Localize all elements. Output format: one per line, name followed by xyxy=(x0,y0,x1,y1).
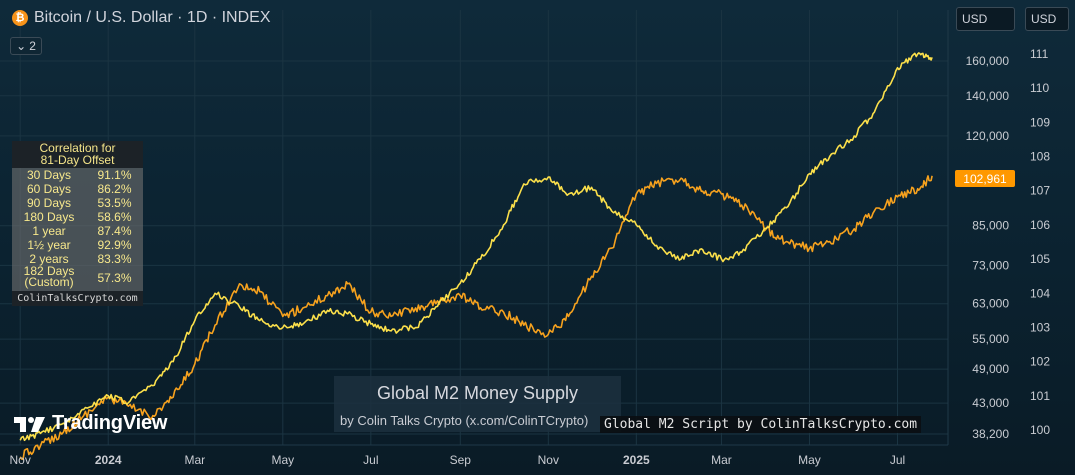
x-tick-label: Mar xyxy=(711,453,732,467)
symbol-title[interactable]: ₿ Bitcoin / U.S. Dollar · 1D · INDEX xyxy=(12,9,271,27)
y-left-tick-label: 43,000 xyxy=(972,396,1009,410)
indicator-caption-subtitle: by Colin Talks Crypto (x.com/ColinTCrypt… xyxy=(340,413,589,428)
x-tick-label: Nov xyxy=(10,453,31,467)
currency-right-button[interactable]: USD xyxy=(1025,7,1069,31)
y-right-tick-label: 108 xyxy=(1030,150,1050,164)
correlation-value: 86.2% xyxy=(97,182,132,196)
currency-right-label: USD xyxy=(1031,12,1057,26)
correlation-row: 30 Days 91.1% xyxy=(12,168,143,182)
currency-left-label: USD xyxy=(962,12,988,26)
correlation-value: 53.5% xyxy=(97,196,132,210)
correlation-row: 90 Days 53.5% xyxy=(12,196,143,210)
y-right-tick-label: 101 xyxy=(1030,389,1050,403)
chevron-down-icon: ⌄ xyxy=(16,39,27,53)
tradingview-brand[interactable]: TradingView xyxy=(14,412,167,435)
y-left-tick-label: 85,000 xyxy=(972,219,1009,233)
correlation-table-header: Correlation for 81-Day Offset xyxy=(12,141,143,168)
correlation-custom-label: 182 Days (Custom) xyxy=(12,264,86,291)
y-left-tick-label: 140,000 xyxy=(966,89,1010,103)
correlation-value: 91.1% xyxy=(97,168,132,182)
y-right-tick-label: 105 xyxy=(1030,252,1050,266)
x-tick-label: Jul xyxy=(890,453,905,467)
correlation-value: 83.3% xyxy=(97,252,132,266)
script-credit: Global M2 Script by ColinTalksCrypto.com xyxy=(600,416,922,433)
correlation-label: 1½ year xyxy=(27,238,71,252)
global-m2-line xyxy=(19,52,933,442)
y-right-tick-label: 110 xyxy=(1030,81,1049,95)
correlation-title-line1: Correlation for xyxy=(39,141,116,155)
correlation-value: 58.6% xyxy=(97,210,132,224)
y-left-tick-label: 73,000 xyxy=(972,258,1009,272)
last-price-badge: 102,961 xyxy=(955,170,1015,187)
correlation-label: 60 Days xyxy=(26,182,72,196)
x-tick-label: 2025 xyxy=(623,453,650,467)
correlation-table: Correlation for 81-Day Offset 30 Days 91.… xyxy=(12,141,143,306)
bitcoin-price-line xyxy=(19,175,933,461)
y-left-tick-label: 38,200 xyxy=(972,427,1009,441)
y-left-tick-label: 49,000 xyxy=(972,362,1009,376)
currency-left-button[interactable]: USD xyxy=(956,7,1015,31)
indicator-count: 2 xyxy=(29,39,36,53)
correlation-label: 2 years xyxy=(29,252,69,266)
y-right-tick-label: 111 xyxy=(1030,47,1049,61)
y-left-tick-label: 63,000 xyxy=(972,297,1009,311)
x-tick-label: Sep xyxy=(450,453,472,467)
indicator-toggle-button[interactable]: ⌄ 2 xyxy=(10,37,42,55)
y-right-tick-label: 106 xyxy=(1030,218,1050,232)
correlation-label: 1 year xyxy=(32,224,66,238)
y-left-tick-label: 120,000 xyxy=(966,129,1010,143)
indicator-caption-title: Global M2 Money Supply xyxy=(376,383,579,403)
correlation-row: 1 year 87.4% xyxy=(12,224,143,238)
correlation-row: 180 Days 58.6% xyxy=(12,210,143,224)
correlation-value: 92.9% xyxy=(97,238,132,252)
tradingview-logo-icon xyxy=(14,415,46,433)
indicator-caption: Global M2 Money Supply by Colin Talks Cr… xyxy=(334,376,621,432)
correlation-value: 87.4% xyxy=(97,224,132,238)
x-tick-label: Nov xyxy=(538,453,559,467)
symbol-title-text: Bitcoin / U.S. Dollar · 1D · INDEX xyxy=(34,9,271,26)
x-tick-label: May xyxy=(798,453,821,467)
y-right-tick-label: 100 xyxy=(1030,423,1050,437)
y-right-tick-label: 107 xyxy=(1030,184,1050,198)
x-tick-label: May xyxy=(271,453,294,467)
correlation-label: 30 Days xyxy=(26,168,72,182)
y-right-tick-label: 104 xyxy=(1030,286,1050,300)
correlation-label: 90 Days xyxy=(26,196,72,210)
correlation-footer: ColinTalksCrypto.com xyxy=(12,291,143,306)
correlation-row: 2 years 83.3% xyxy=(12,252,143,266)
correlation-custom-value: 57.3% xyxy=(97,271,132,285)
y-left-tick-label: 160,000 xyxy=(966,54,1010,68)
correlation-row: 60 Days 86.2% xyxy=(12,182,143,196)
custom-label-line2: (Custom) xyxy=(24,275,74,289)
correlation-label: 180 Days xyxy=(23,210,75,224)
y-right-tick-label: 109 xyxy=(1030,115,1050,129)
x-tick-label: Mar xyxy=(184,453,205,467)
correlation-row-custom: 182 Days (Custom) 57.3% xyxy=(12,264,143,291)
y-right-tick-label: 102 xyxy=(1030,355,1050,369)
bitcoin-icon: ₿ xyxy=(12,10,28,26)
x-tick-label: Jul xyxy=(363,453,378,467)
y-right-tick-label: 103 xyxy=(1030,320,1050,334)
custom-label-line1: 182 Days xyxy=(23,264,75,278)
x-tick-label: 2024 xyxy=(95,453,122,467)
y-left-tick-label: 55,000 xyxy=(972,332,1009,346)
correlation-row: 1½ year 92.9% xyxy=(12,238,143,252)
tradingview-wordmark: TradingView xyxy=(52,412,168,434)
correlation-title-line2: 81-Day Offset xyxy=(40,153,115,167)
